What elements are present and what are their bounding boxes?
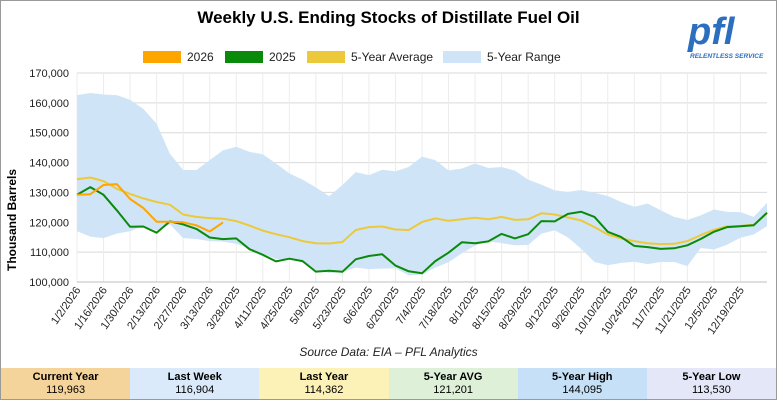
logo-tagline: RELENTLESS SERVICE xyxy=(690,53,764,60)
legend-label-2025: 2025 xyxy=(269,50,296,64)
series-line-2026 xyxy=(76,183,224,233)
legend-swatch-2026 xyxy=(143,51,181,63)
stat-last-year: Last Year 114,362 xyxy=(259,368,389,399)
stat-last-year-value: 114,362 xyxy=(304,384,344,396)
series-line-5yr-avg xyxy=(76,176,768,246)
logo-text: pfl xyxy=(687,11,736,53)
y-tick-label: 120,000 xyxy=(29,217,69,229)
stat-5yr-low-value: 113,530 xyxy=(691,384,731,396)
pfl-logo: pfl RELENTLESS SERVICE xyxy=(687,11,764,60)
stat-5yr-high: 5-Year High 144,095 xyxy=(517,368,647,399)
y-tick-label: 170,000 xyxy=(29,68,69,80)
x-axis-ticks: 1/2/20261/16/20261/30/20262/13/20262/27/… xyxy=(49,285,747,337)
source-note: Source Data: EIA – PFL Analytics xyxy=(299,345,478,359)
five-year-range-area xyxy=(77,93,767,276)
chart-title: Weekly U.S. Ending Stocks of Distillate … xyxy=(197,8,580,27)
stat-current-year-value: 119,963 xyxy=(46,384,86,396)
legend-item-5yr-avg[interactable]: 5-Year Average xyxy=(307,48,433,66)
legend-label-5yr-avg: 5-Year Average xyxy=(351,50,434,64)
stat-5yr-avg: 5-Year AVG 121,201 xyxy=(388,368,518,399)
stats-bar: Current Year 119,963 Last Week 116,904 L… xyxy=(1,368,777,399)
series-lines xyxy=(76,176,768,275)
legend-label-2026: 2026 xyxy=(187,50,214,64)
y-tick-label: 100,000 xyxy=(29,277,69,289)
stat-last-week-label: Last Week xyxy=(167,371,222,383)
stat-current-year: Current Year 119,963 xyxy=(1,368,131,399)
y-axis-ticks: 100,000 110,000 120,000 130,000 140,000 150,0… xyxy=(29,68,69,289)
y-tick-label: 130,000 xyxy=(29,187,69,199)
stat-5yr-high-label: 5-Year High xyxy=(552,371,613,383)
y-tick-label: 160,000 xyxy=(29,98,69,110)
y-tick-label: 150,000 xyxy=(29,128,69,140)
legend-label-5yr-range: 5-Year Range xyxy=(487,50,561,64)
plot-area: 100,000 110,000 120,000 130,000 140,000 150,0… xyxy=(29,68,768,337)
stat-5yr-avg-value: 121,201 xyxy=(433,384,473,396)
stat-5yr-avg-label: 5-Year AVG xyxy=(423,371,483,383)
stat-last-year-label: Last Year xyxy=(299,371,349,383)
legend-item-5yr-range[interactable]: 5-Year Range xyxy=(443,48,561,66)
y-tick-label: 140,000 xyxy=(29,158,69,170)
stat-current-year-label: Current Year xyxy=(32,371,99,383)
legend-swatch-2025 xyxy=(225,51,263,63)
stat-last-week: Last Week 116,904 xyxy=(130,368,260,399)
stat-last-week-value: 116,904 xyxy=(175,384,215,396)
series-line-2025 xyxy=(76,186,768,275)
legend-swatch-5yr-avg xyxy=(307,51,345,63)
stat-5yr-low-label: 5-Year Low xyxy=(682,371,741,383)
stat-5yr-low: 5-Year Low 113,530 xyxy=(646,368,777,399)
legend-item-2026[interactable]: 2026 xyxy=(143,48,214,66)
y-tick-label: 110,000 xyxy=(30,247,69,259)
legend-swatch-5yr-range xyxy=(443,51,481,63)
legend-item-2025[interactable]: 2025 xyxy=(225,48,296,66)
stat-5yr-high-value: 144,095 xyxy=(562,384,603,396)
